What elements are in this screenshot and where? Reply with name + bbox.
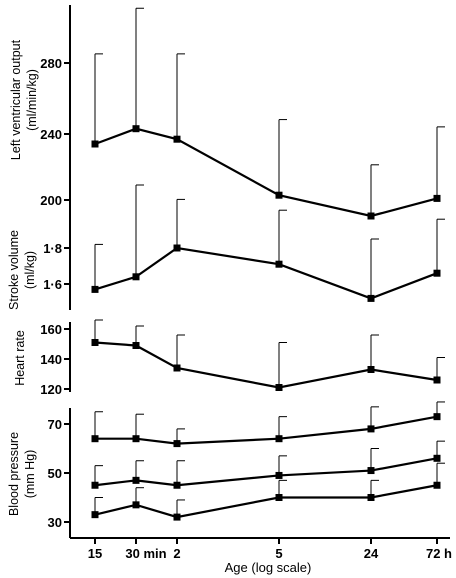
data-point bbox=[275, 384, 283, 391]
data-point bbox=[367, 294, 375, 302]
x-tick-label: 5 bbox=[275, 546, 282, 561]
x-tick-label: 72 h bbox=[426, 546, 452, 561]
data-point bbox=[91, 481, 99, 489]
data-point bbox=[433, 269, 441, 277]
y-axis-title: Stroke volume (ml/kg) bbox=[7, 230, 37, 310]
data-point bbox=[173, 440, 181, 448]
data-point bbox=[367, 467, 375, 475]
data-point bbox=[433, 413, 441, 421]
y-axis-title-line: Heart rate bbox=[13, 330, 27, 386]
data-point bbox=[132, 501, 140, 509]
data-point bbox=[433, 454, 441, 462]
data-point bbox=[367, 494, 375, 501]
data-point bbox=[132, 476, 140, 484]
y-tick-label: 240 bbox=[40, 127, 62, 142]
y-tick-label: 1·8 bbox=[43, 241, 62, 256]
series-line bbox=[94, 246, 438, 300]
y-tick-label: 30 bbox=[48, 515, 62, 530]
data-point bbox=[173, 135, 181, 143]
x-tick-label: 30 min bbox=[125, 546, 166, 561]
series-line bbox=[94, 341, 438, 389]
data-point bbox=[132, 273, 140, 281]
data-point bbox=[91, 339, 99, 346]
series-line bbox=[95, 415, 438, 445]
data-point bbox=[173, 481, 181, 489]
y-axis-title: Heart rate bbox=[13, 330, 27, 386]
data-point bbox=[173, 244, 181, 252]
series-line bbox=[94, 457, 438, 487]
data-point bbox=[132, 342, 140, 349]
data-point bbox=[367, 212, 375, 220]
series-line bbox=[94, 127, 438, 218]
x-tick-label: 15 bbox=[88, 546, 102, 561]
y-axis-title-line: (ml/kg) bbox=[23, 251, 37, 289]
y-tick-label: 140 bbox=[40, 352, 62, 367]
x-axis-title: Age (log scale) bbox=[225, 560, 312, 575]
data-point bbox=[367, 366, 375, 373]
data-point bbox=[132, 125, 140, 133]
data-point bbox=[173, 513, 181, 521]
y-tick-label: 200 bbox=[40, 193, 62, 208]
y-axis-title-line: Stroke volume bbox=[7, 230, 21, 310]
data-point bbox=[91, 435, 99, 443]
data-point bbox=[433, 376, 441, 384]
y-tick-label: 160 bbox=[40, 322, 62, 337]
data-point bbox=[91, 285, 99, 293]
y-axis-title-line: (mm Hg) bbox=[23, 450, 37, 499]
y-axis-title: Blood pressure (mm Hg) bbox=[7, 432, 37, 516]
data-point bbox=[275, 191, 283, 199]
data-point bbox=[433, 194, 441, 202]
x-tick-label: 2 bbox=[173, 546, 180, 561]
y-tick-label: 120 bbox=[40, 382, 62, 397]
y-tick-label: 70 bbox=[48, 417, 62, 432]
data-point bbox=[91, 511, 99, 519]
data-point bbox=[91, 140, 99, 148]
x-tick-label: 24 bbox=[364, 546, 379, 561]
data-point bbox=[367, 425, 375, 433]
y-axis-title-line: Blood pressure bbox=[7, 432, 21, 516]
y-axis-title-line: (ml/min/kg) bbox=[25, 69, 39, 131]
data-point bbox=[275, 471, 283, 479]
data-point bbox=[275, 435, 283, 443]
y-axis-title-line: Left ventricular output bbox=[9, 39, 23, 160]
data-point bbox=[173, 364, 181, 372]
y-axis-title: Left ventricular output (ml/min/kg) bbox=[9, 39, 39, 160]
data-point bbox=[132, 435, 140, 443]
data-point bbox=[275, 260, 283, 268]
y-tick-label: 50 bbox=[48, 466, 62, 481]
data-point bbox=[275, 494, 283, 501]
y-tick-label: 1·6 bbox=[43, 277, 62, 292]
data-point bbox=[433, 481, 441, 489]
y-tick-label: 280 bbox=[40, 56, 62, 71]
series-line bbox=[94, 484, 438, 519]
